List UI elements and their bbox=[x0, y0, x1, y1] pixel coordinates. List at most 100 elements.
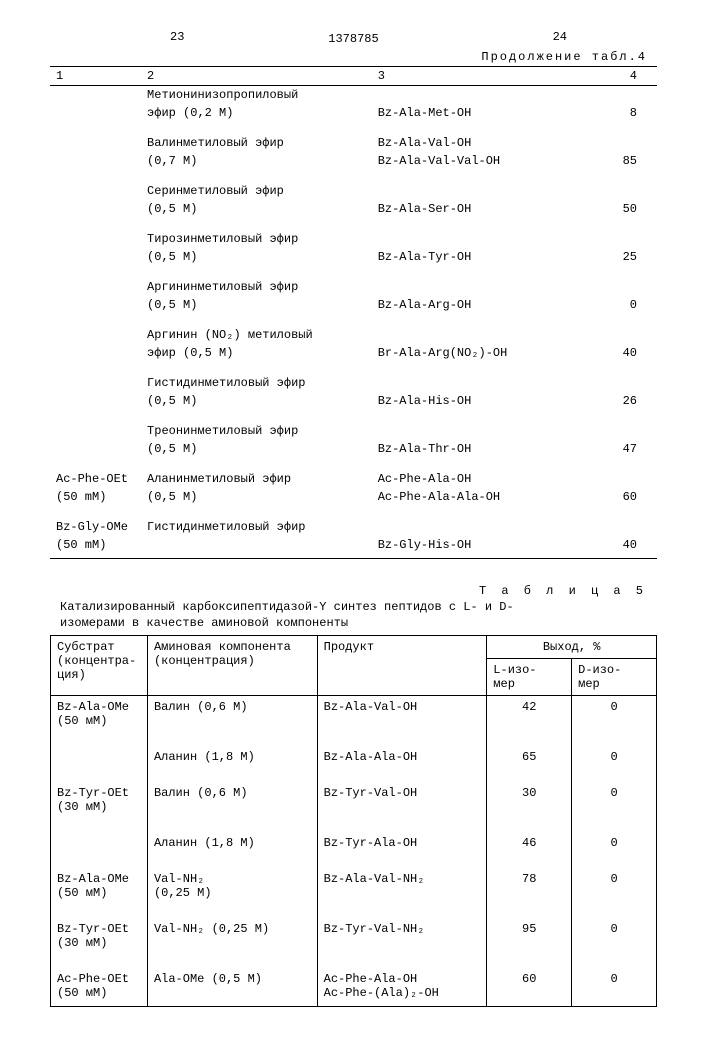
t5-sub: Bz-Tyr-OEt(30 мМ) bbox=[51, 918, 148, 954]
t4-c4b: 25 bbox=[566, 248, 657, 266]
t4-c4 bbox=[566, 278, 657, 296]
t5-prod: Bz-Tyr-Ala-OH bbox=[317, 832, 487, 854]
table-5-label: Т а б л и ц а 5 bbox=[50, 584, 647, 598]
t5-l: 95 bbox=[487, 918, 572, 954]
t4-c4 bbox=[566, 374, 657, 392]
t4-c4 bbox=[566, 326, 657, 344]
t4-c1 bbox=[50, 86, 141, 105]
t5-l: 78 bbox=[487, 868, 572, 904]
t4-c1 bbox=[50, 230, 141, 248]
t4-c1b: (50 mM) bbox=[50, 488, 141, 506]
t4-c4 bbox=[566, 182, 657, 200]
t5-prod: Bz-Tyr-Val-OH bbox=[317, 782, 487, 818]
t5-amine: Аланин (1,8 М) bbox=[147, 832, 317, 854]
t4-c3 bbox=[372, 86, 566, 105]
t4-c4b: 8 bbox=[566, 104, 657, 122]
t4-c3 bbox=[372, 182, 566, 200]
page-left: 23 bbox=[170, 30, 184, 44]
t4-c3b: Bz-Ala-Arg-OH bbox=[372, 296, 566, 314]
t4-c4 bbox=[566, 134, 657, 152]
t5-h-l: L-изо-мер bbox=[487, 659, 572, 696]
t5-d: 0 bbox=[572, 868, 657, 904]
t4-c2b: (0,5 М) bbox=[141, 248, 372, 266]
t5-d: 0 bbox=[572, 968, 657, 1007]
t4-c3b: Bz-Ala-Tyr-OH bbox=[372, 248, 566, 266]
t4-c2b: эфир (0,5 М) bbox=[141, 344, 372, 362]
t4-c2b: (0,5 М) bbox=[141, 392, 372, 410]
t4-c3 bbox=[372, 278, 566, 296]
t4-c3 bbox=[372, 422, 566, 440]
t4-c4b: 60 bbox=[566, 488, 657, 506]
t4-c3b: Bz-Ala-Thr-OH bbox=[372, 440, 566, 458]
t5-d: 0 bbox=[572, 782, 657, 818]
t4-c4b: 40 bbox=[566, 536, 657, 559]
t4-c1b bbox=[50, 440, 141, 458]
t4-c1: Bz-Gly-OMe bbox=[50, 518, 141, 536]
t4-c4b: 40 bbox=[566, 344, 657, 362]
t5-amine: Val-NH₂(0,25 М) bbox=[147, 868, 317, 904]
t4-c2: Метионинизопропиловый bbox=[141, 86, 372, 105]
t4-c3 bbox=[372, 326, 566, 344]
t4-c4b: 47 bbox=[566, 440, 657, 458]
t4-c3b: Bz-Gly-His-OH bbox=[372, 536, 566, 559]
t5-d: 0 bbox=[572, 918, 657, 954]
t4-c4 bbox=[566, 422, 657, 440]
t5-l: 30 bbox=[487, 782, 572, 818]
t4-c2b bbox=[141, 536, 372, 559]
t5-prod: Bz-Ala-Ala-OH bbox=[317, 746, 487, 768]
t4-c2b: эфир (0,2 М) bbox=[141, 104, 372, 122]
t4-c1 bbox=[50, 134, 141, 152]
t4-c4b: 85 bbox=[566, 152, 657, 170]
t5-prod: Bz-Tyr-Val-NH₂ bbox=[317, 918, 487, 954]
table-5-caption: Катализированный карбоксипептидазой-Y си… bbox=[60, 600, 657, 631]
t4-c4b: 0 bbox=[566, 296, 657, 314]
t5-l: 42 bbox=[487, 696, 572, 733]
t5-l: 65 bbox=[487, 746, 572, 768]
t4-c1b: (50 mM) bbox=[50, 536, 141, 559]
t4-c1 bbox=[50, 374, 141, 392]
t4-c1b bbox=[50, 104, 141, 122]
t4-c2: Треонинметиловый эфир bbox=[141, 422, 372, 440]
t4-c1b bbox=[50, 152, 141, 170]
table-4-continuation: 1 2 3 4 Метионинизопропиловыйэфир (0,2 М… bbox=[50, 66, 657, 559]
t4-c2: Аргинин (NO₂) метиловый bbox=[141, 326, 372, 344]
t5-sub: Bz-Tyr-OEt(30 мМ) bbox=[51, 782, 148, 818]
t4-c2: Аргининметиловый эфир bbox=[141, 278, 372, 296]
t4-c1 bbox=[50, 326, 141, 344]
t4-c3: Ac-Phe-Ala-OH bbox=[372, 470, 566, 488]
t5-d: 0 bbox=[572, 696, 657, 733]
t5-h-product: Продукт bbox=[317, 636, 487, 696]
t5-amine: Валин (0,6 М) bbox=[147, 782, 317, 818]
t4-c2: Гистидинметиловый эфир bbox=[141, 518, 372, 536]
t5-sub: Bz-Ala-OMe(50 мМ) bbox=[51, 868, 148, 904]
t4-c4b: 26 bbox=[566, 392, 657, 410]
t4-c3b: Bz-Ala-Ser-OH bbox=[372, 200, 566, 218]
t5-amine: Val-NH₂ (0,25 М) bbox=[147, 918, 317, 954]
t4-c1b bbox=[50, 344, 141, 362]
t5-prod: Ac-Phe-Ala-OHAc-Phe-(Ala)₂-OH bbox=[317, 968, 487, 1007]
t4-header-4: 4 bbox=[566, 67, 657, 86]
t4-c2b: (0,5 М) bbox=[141, 296, 372, 314]
t5-amine: Валин (0,6 М) bbox=[147, 696, 317, 733]
t4-c4 bbox=[566, 86, 657, 105]
t4-c3b: Ac-Phe-Ala-Ala-OH bbox=[372, 488, 566, 506]
t4-header-3: 3 bbox=[372, 67, 566, 86]
t4-c1b bbox=[50, 200, 141, 218]
t4-c2b: (0,5 М) bbox=[141, 440, 372, 458]
t4-header-2: 2 bbox=[141, 67, 372, 86]
t4-c1: Ac-Phe-OEt bbox=[50, 470, 141, 488]
t5-sub bbox=[51, 746, 148, 768]
t4-header-1: 1 bbox=[50, 67, 141, 86]
t5-prod: Bz-Ala-Val-NH₂ bbox=[317, 868, 487, 904]
t4-c4 bbox=[566, 518, 657, 536]
t4-c3b: Bz-Ala-Met-OH bbox=[372, 104, 566, 122]
t4-c1b bbox=[50, 248, 141, 266]
t4-c2b: (0,7 М) bbox=[141, 152, 372, 170]
t4-c2: Серинметиловый эфир bbox=[141, 182, 372, 200]
t4-c1b bbox=[50, 392, 141, 410]
t4-c2b: (0,5 М) bbox=[141, 488, 372, 506]
t5-d: 0 bbox=[572, 746, 657, 768]
t5-h-yield: Выход, % bbox=[487, 636, 657, 659]
t4-c3: Bz-Ala-Val-OH bbox=[372, 134, 566, 152]
t4-c2b: (0,5 М) bbox=[141, 200, 372, 218]
